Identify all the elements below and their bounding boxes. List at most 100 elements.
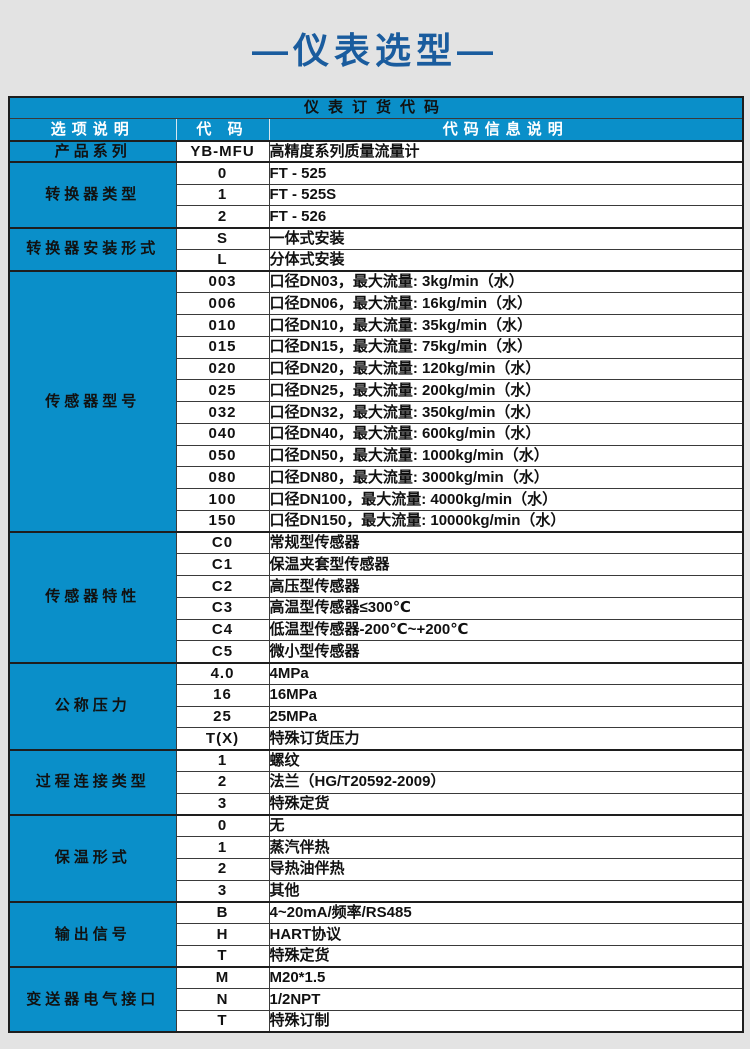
desc-cell: 特殊订货压力 — [268, 727, 744, 750]
code-cell: L — [175, 248, 270, 272]
code-cell: S — [175, 226, 270, 250]
table-row: 输出信号 B 4~20mA/频率/RS485 — [8, 900, 744, 968]
code-cell: B — [175, 900, 270, 924]
desc-cell: 口径DN20，最大流量: 120kg/min（水） — [268, 357, 744, 381]
table-row: C1 保温夹套型传感器 — [9, 553, 744, 576]
table-row: 1 蒸汽伴热 — [9, 836, 744, 859]
desc-cell: 口径DN40，最大流量: 600kg/min（水） — [268, 422, 744, 446]
table-row: 过程连接类型 1 螺纹 — [8, 748, 744, 816]
code-cell: 25 — [175, 705, 270, 729]
desc-cell: 法兰（HG/T20592-2009） — [268, 770, 744, 794]
desc-cell: 保温夹套型传感器 — [268, 553, 744, 576]
table-row: C5 微小型传感器 — [9, 640, 744, 663]
group-label-cell: 公称压力 — [8, 661, 177, 750]
desc-cell: 一体式安装 — [268, 226, 744, 250]
col-header-option: 选项说明 — [8, 118, 177, 142]
table-row: 传感器特性 C0 常规型传感器 — [8, 531, 744, 663]
code-cell: 032 — [175, 401, 270, 424]
desc-cell: 特殊定货 — [268, 792, 744, 816]
table-row: 产品系列 YB-MFU 高精度系列质量流量计 — [8, 139, 744, 163]
desc-cell: 分体式安装 — [268, 248, 744, 272]
desc-cell: 高精度系列质量流量计 — [268, 139, 744, 163]
code-cell: 16 — [175, 683, 270, 707]
table-row: 2 FT - 526 — [9, 205, 744, 228]
table-row: C3 高温型传感器≤300℃ — [9, 596, 744, 620]
table-row: 015 口径DN15，最大流量: 75kg/min（水） — [9, 335, 744, 359]
code-cell: 050 — [175, 444, 270, 468]
table-row: 2 法兰（HG/T20592-2009） — [9, 770, 744, 794]
code-cell: 0 — [175, 161, 270, 185]
desc-cell: 高压型传感器 — [268, 575, 744, 598]
code-cell: H — [175, 923, 270, 946]
table-row: 公称压力 4.0 4MPa — [8, 661, 744, 750]
code-cell: 1 — [175, 836, 270, 859]
table-caption-row: 仪表订货代码 — [8, 96, 744, 120]
desc-cell: FT - 525 — [268, 161, 744, 185]
table-row: 040 口径DN40，最大流量: 600kg/min（水） — [9, 422, 744, 446]
group-label-cell: 传感器特性 — [8, 531, 177, 663]
desc-cell: 特殊订制 — [268, 1010, 744, 1033]
table-row: 025 口径DN25，最大流量: 200kg/min（水） — [9, 379, 744, 402]
table-row: 保温形式 0 无 — [8, 813, 744, 903]
code-cell: C4 — [175, 618, 270, 642]
group-label-cell: 保温形式 — [8, 813, 177, 903]
group-label-cell: 转换器安装形式 — [8, 226, 177, 272]
desc-cell: HART协议 — [268, 923, 744, 946]
group-label-cell: 传感器型号 — [8, 270, 177, 533]
desc-cell: FT - 525S — [268, 183, 744, 207]
table-row: 传感器型号 003 口径DN03，最大流量: 3kg/min（水） — [8, 270, 744, 533]
desc-cell: 口径DN03，最大流量: 3kg/min（水） — [268, 270, 744, 294]
code-cell: T(X) — [175, 727, 270, 750]
code-cell: 025 — [175, 379, 270, 402]
code-cell: M — [175, 966, 270, 990]
table-row: N 1/2NPT — [9, 988, 744, 1011]
table-row: 转换器安装形式 S 一体式安装 — [8, 226, 744, 272]
desc-cell: 16MPa — [268, 683, 744, 707]
col-header-desc: 代码信息说明 — [268, 118, 744, 142]
code-cell: 100 — [175, 488, 270, 511]
code-cell: 010 — [175, 314, 270, 337]
desc-cell: 口径DN50，最大流量: 1000kg/min（水） — [268, 444, 744, 468]
table-caption: 仪表订货代码 — [8, 96, 744, 120]
desc-cell: FT - 526 — [268, 205, 744, 228]
code-cell: 003 — [175, 270, 270, 294]
desc-cell: M20*1.5 — [268, 966, 744, 990]
table-row: 变送器电气接口 M M20*1.5 — [8, 965, 744, 1033]
desc-cell: 其他 — [268, 879, 744, 903]
table-row: 020 口径DN20，最大流量: 120kg/min（水） — [9, 357, 744, 381]
group-label-cell: 转换器类型 — [8, 161, 177, 229]
code-cell: 150 — [175, 509, 270, 533]
desc-cell: 口径DN15，最大流量: 75kg/min（水） — [268, 335, 744, 359]
desc-cell: 4MPa — [268, 661, 744, 685]
desc-cell: 口径DN32，最大流量: 350kg/min（水） — [268, 401, 744, 424]
desc-cell: 4~20mA/频率/RS485 — [268, 900, 744, 924]
code-cell: C5 — [175, 640, 270, 663]
desc-cell: 1/2NPT — [268, 988, 744, 1011]
table-row: C4 低温型传感器-200℃~+200℃ — [9, 618, 744, 642]
ordering-code-table-wrap: 仪表订货代码 选项说明 代 码 代码信息说明 产品系列 YB-MFU 高精度系列质量… — [8, 96, 744, 1034]
code-cell: C1 — [175, 553, 270, 576]
table-row: T 特殊订制 — [9, 1010, 744, 1033]
group-label-cell: 过程连接类型 — [8, 748, 177, 816]
desc-cell: 蒸汽伴热 — [268, 836, 744, 859]
desc-cell: 特殊定货 — [268, 944, 744, 968]
code-cell: 3 — [175, 792, 270, 816]
code-cell: 2 — [175, 205, 270, 228]
code-cell: C0 — [175, 531, 270, 555]
desc-cell: 口径DN06，最大流量: 16kg/min（水） — [268, 292, 744, 315]
code-cell: 015 — [175, 335, 270, 359]
code-cell: 4.0 — [175, 661, 270, 685]
code-cell: 3 — [175, 879, 270, 903]
desc-cell: 常规型传感器 — [268, 531, 744, 555]
table-row: 16 16MPa — [9, 683, 744, 707]
desc-cell: 螺纹 — [268, 748, 744, 772]
ordering-code-table: 仪表订货代码 选项说明 代 码 代码信息说明 产品系列 YB-MFU 高精度系列质量… — [8, 96, 744, 1034]
code-cell: C3 — [175, 596, 270, 620]
table-row: 150 口径DN150，最大流量: 10000kg/min（水） — [9, 509, 744, 533]
table-row: T 特殊定货 — [9, 944, 744, 968]
table-row: 2 导热油伴热 — [9, 857, 744, 881]
desc-cell: 口径DN10，最大流量: 35kg/min（水） — [268, 314, 744, 337]
desc-cell: 口径DN150，最大流量: 10000kg/min（水） — [268, 509, 744, 533]
col-header-code: 代 码 — [175, 118, 270, 142]
